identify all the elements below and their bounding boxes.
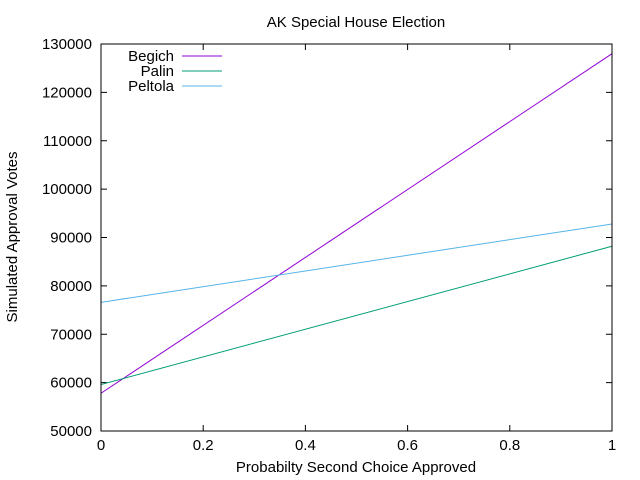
legend-label-palin: Palin <box>141 63 174 80</box>
y-tick-label: 110000 <box>43 133 92 150</box>
chart-title: AK Special House Election <box>267 14 445 31</box>
x-tick-label: 0.2 <box>193 437 214 454</box>
series-line-begich <box>100 53 613 394</box>
y-tick-label: 80000 <box>50 278 92 295</box>
x-tick-label: 0.6 <box>397 437 418 454</box>
x-tick-label: 1 <box>608 437 616 454</box>
x-tick-label: 0.4 <box>295 437 316 454</box>
y-tick-label: 50000 <box>50 423 92 440</box>
legend-label-peltola: Peltola <box>128 78 175 95</box>
y-tick-label: 130000 <box>42 36 92 53</box>
series-line-peltola <box>100 223 613 303</box>
x-axis-ticks: 0 0.2 0.4 0.6 0.8 1 <box>97 44 616 454</box>
series-line-palin <box>100 245 613 386</box>
series-lines <box>100 53 613 394</box>
legend-label-begich: Begich <box>128 48 174 65</box>
y-tick-label: 120000 <box>42 84 92 101</box>
y-tick-label: 70000 <box>50 326 92 343</box>
y-axis-ticks: 50000 60000 70000 80000 90000 100000 110000 120… <box>42 36 612 440</box>
x-tick-label: 0 <box>97 437 105 454</box>
x-axis-label: Probabilty Second Choice Approved <box>236 459 476 476</box>
plot-frame <box>100 43 613 432</box>
y-tick-label: 100000 <box>42 181 92 198</box>
y-axis-label: Simulated Approval Votes <box>4 152 21 323</box>
x-tick-label: 0.8 <box>499 437 520 454</box>
y-tick-label: 90000 <box>50 230 92 247</box>
y-tick-label: 60000 <box>50 375 92 392</box>
